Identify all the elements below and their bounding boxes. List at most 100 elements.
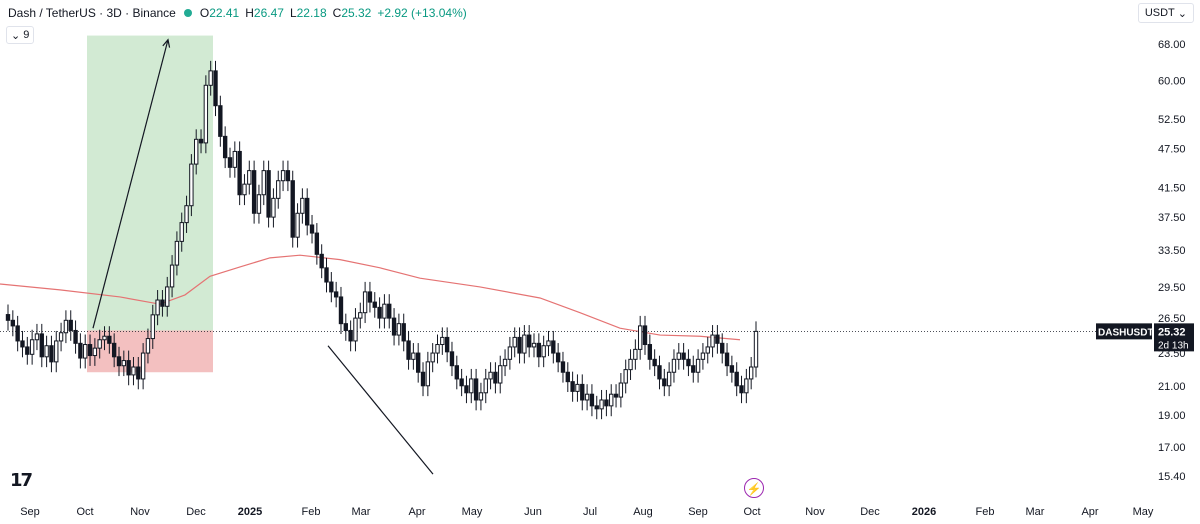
candle-body: [189, 163, 194, 207]
chevron-down-icon: ⌄: [11, 29, 21, 42]
candle-body: [353, 317, 358, 342]
candle-body: [367, 291, 373, 303]
ohlc-high: H26.47: [245, 6, 284, 20]
candle-body: [435, 344, 440, 354]
candle-body: [686, 358, 691, 367]
x-tick-label: 2025: [238, 506, 262, 518]
candle-body: [300, 197, 305, 214]
candle-body: [97, 339, 102, 349]
symbol-title[interactable]: Dash / TetherUS · 3D · Binance: [8, 6, 176, 20]
candle-body: [618, 382, 624, 398]
lightning-event-icon[interactable]: ⚡: [744, 478, 764, 498]
candle-body: [179, 222, 184, 242]
candle-body: [710, 334, 715, 348]
candle-body: [280, 170, 286, 182]
candle-body: [691, 365, 696, 373]
market-status-dot: [183, 9, 192, 17]
candle-body: [662, 378, 667, 387]
candle-body: [34, 333, 40, 341]
candle-body: [666, 371, 672, 387]
y-tick-label: 21.00: [1158, 381, 1186, 393]
candle-body: [102, 335, 107, 341]
candle-body: [657, 365, 662, 380]
y-tick-label: 19.00: [1158, 410, 1186, 422]
candle-body: [507, 346, 513, 360]
candle-body: [396, 323, 402, 336]
candle-body: [83, 344, 88, 359]
candle-body: [498, 365, 503, 384]
candle-body: [541, 345, 546, 358]
ohlc-low: L22.18: [289, 6, 327, 20]
candle-body: [116, 356, 122, 367]
candle-body: [565, 371, 570, 383]
candle-body: [145, 338, 151, 354]
candle-body: [136, 366, 141, 380]
candle-body: [478, 392, 484, 401]
candle-body: [536, 342, 542, 358]
candle-body: [295, 212, 300, 238]
price-change: +2.92 (+13.04%): [377, 6, 467, 20]
candle-body: [387, 303, 392, 319]
candle-body: [720, 342, 725, 354]
candle-body: [5, 314, 11, 321]
candle-body: [459, 378, 464, 387]
candle-body: [174, 240, 180, 266]
candle-body: [222, 135, 228, 159]
tradingview-logo-icon: 17: [10, 470, 33, 491]
candle-body: [10, 319, 16, 327]
x-tick-label: Oct: [76, 506, 93, 518]
candle-body: [647, 344, 653, 360]
y-tick-label: 15.40: [1158, 471, 1186, 483]
indicators-toggle-button[interactable]: ⌄ 9: [6, 26, 35, 44]
candle-body: [637, 325, 643, 350]
x-tick-label: Feb: [976, 506, 995, 518]
chevron-down-icon: ⌄: [1177, 7, 1187, 20]
candle-body: [73, 329, 78, 344]
candle-body: [430, 352, 435, 363]
y-tick-label: 60.00: [1158, 75, 1186, 87]
x-tick-label: Dec: [860, 506, 880, 518]
candle-body: [729, 365, 735, 373]
candle-body: [266, 170, 271, 218]
candle-body: [15, 325, 20, 342]
candle-body: [411, 352, 416, 360]
x-tick-label: Jun: [524, 506, 542, 518]
candle-body: [555, 352, 561, 363]
candle-body: [512, 336, 517, 348]
ohlc-open: O22.41: [199, 6, 240, 20]
currency-label: USDT: [1144, 7, 1175, 19]
candle-body: [218, 105, 223, 137]
x-tick-label: May: [462, 506, 483, 518]
candle-body: [285, 170, 291, 182]
currency-select[interactable]: USDT ⌄: [1137, 3, 1194, 23]
y-tick-label: 26.50: [1158, 313, 1186, 325]
x-tick-label: Apr: [408, 506, 425, 518]
candle-body: [589, 393, 595, 407]
y-tick-label: 29.50: [1158, 282, 1186, 294]
candle-body: [256, 194, 262, 214]
candle-body: [695, 358, 701, 373]
candle-body: [261, 170, 266, 196]
x-tick-label: Feb: [302, 506, 321, 518]
candle-body: [493, 371, 498, 384]
candle-body: [382, 303, 387, 319]
x-tick-label: Dec: [186, 506, 206, 518]
price-tag-bg: [1154, 323, 1194, 352]
candle-body: [372, 301, 377, 308]
candle-body: [444, 336, 450, 353]
candle-body: [715, 334, 720, 344]
candle-body: [92, 347, 98, 357]
candle-body: [58, 332, 64, 342]
candle-body: [208, 70, 213, 86]
candle-body: [748, 366, 754, 380]
candle-body: [570, 381, 575, 392]
candle-body: [20, 340, 25, 348]
candle-body: [314, 232, 320, 255]
candle-body: [155, 299, 160, 316]
candle-body: [242, 183, 247, 196]
candle-body: [623, 369, 628, 384]
candle-body: [531, 342, 537, 348]
x-tick-label: Apr: [1081, 506, 1098, 518]
candle-body: [705, 346, 710, 354]
